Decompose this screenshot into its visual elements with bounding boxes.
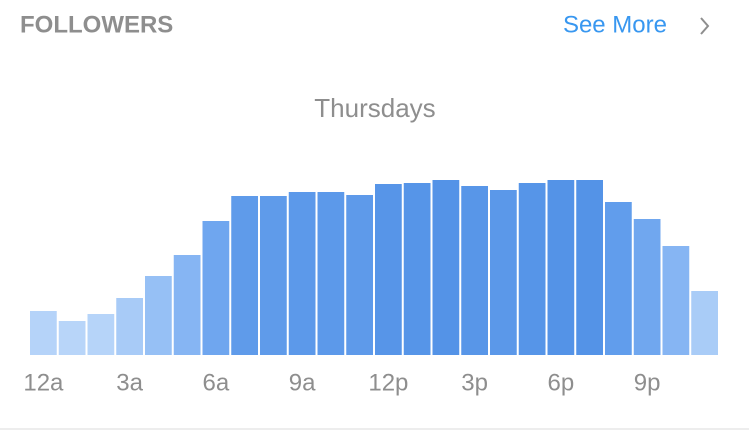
- bar: [432, 180, 460, 355]
- bar: [403, 183, 431, 355]
- bar: [260, 196, 287, 355]
- bar: [375, 184, 402, 355]
- x-tick-label: 6p: [548, 369, 575, 396]
- x-tick-label: 9a: [289, 369, 316, 396]
- see-more-link[interactable]: See More: [563, 11, 667, 38]
- bar: [662, 246, 690, 355]
- x-tick-label: 9p: [634, 369, 661, 396]
- x-tick-label: 12a: [23, 369, 64, 396]
- chevron[interactable]: [700, 17, 710, 35]
- bar: [173, 255, 201, 355]
- bar: [346, 195, 373, 355]
- bar: [633, 219, 661, 355]
- bar: [691, 291, 718, 355]
- bar: [490, 190, 517, 355]
- x-tick-label: 3p: [461, 369, 488, 396]
- x-tick-label: 12p: [368, 369, 408, 396]
- bar: [605, 202, 632, 355]
- bar: [547, 180, 575, 355]
- section-title: FOLLOWERS: [20, 11, 173, 38]
- bar: [317, 192, 345, 355]
- bar: [576, 180, 603, 355]
- bar: [231, 196, 258, 355]
- bar: [288, 192, 316, 355]
- bar: [116, 298, 143, 355]
- chart-title: Thursdays: [314, 93, 435, 123]
- bar: [30, 311, 57, 355]
- bar: [58, 321, 86, 355]
- bar: [518, 183, 546, 355]
- bar: [202, 221, 230, 355]
- bar: [461, 186, 488, 355]
- x-tick-label: 6a: [203, 369, 230, 396]
- bar: [145, 276, 172, 355]
- bar: [87, 314, 115, 355]
- x-tick-label: 3a: [116, 369, 143, 396]
